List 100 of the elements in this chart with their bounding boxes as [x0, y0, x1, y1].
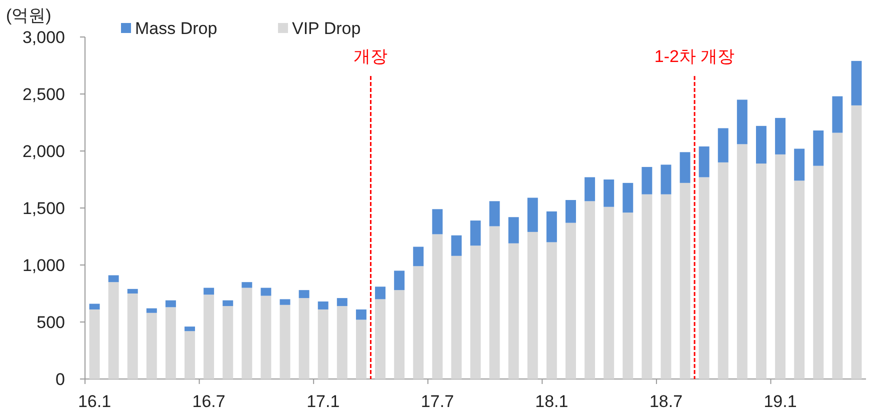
bar [413, 246, 424, 266]
bar [489, 226, 500, 379]
x-tick-label: 18.1 [535, 392, 568, 411]
bar [832, 132, 843, 379]
bar [604, 180, 614, 207]
bar [375, 299, 386, 379]
y-tick-label: 3,000 [22, 28, 65, 47]
bar [546, 211, 557, 242]
bar [851, 105, 862, 379]
bar [698, 177, 710, 379]
bar [584, 201, 596, 379]
bar [146, 308, 157, 313]
bar [413, 266, 424, 379]
bar [660, 194, 672, 379]
bar [642, 194, 652, 379]
bar [108, 275, 119, 282]
bar [813, 166, 824, 379]
y-axis-title: (억원) [6, 6, 52, 25]
y-tick-label: 0 [56, 370, 65, 389]
bar [242, 282, 252, 288]
bar [108, 282, 119, 379]
bar [718, 128, 728, 162]
bar [470, 246, 481, 379]
bar [165, 307, 176, 379]
bar [794, 148, 805, 181]
bar [851, 60, 862, 106]
bar [736, 100, 748, 144]
bar [318, 301, 328, 310]
bar [736, 144, 748, 379]
x-tick-label: 18.7 [649, 392, 683, 411]
bar [336, 298, 348, 306]
bar [680, 152, 690, 183]
y-tick-label: 2,000 [22, 142, 65, 161]
bar [204, 294, 214, 379]
bar [698, 146, 710, 178]
bar [566, 200, 576, 223]
x-tick-label: 16.7 [192, 392, 226, 411]
y-tick-label: 1,000 [22, 256, 65, 275]
bar [622, 212, 634, 379]
y-tick-label: 500 [36, 313, 65, 332]
bar [204, 288, 214, 295]
bar [451, 256, 462, 379]
y-tick-label: 2,500 [22, 85, 65, 104]
x-tick-label: 16.1 [78, 392, 112, 411]
bar [280, 299, 290, 305]
bar [432, 209, 443, 234]
bar [184, 326, 196, 332]
bar [184, 331, 196, 379]
bar [165, 300, 176, 308]
bar [127, 294, 138, 379]
bar [222, 306, 234, 379]
bar [222, 300, 234, 306]
bar [298, 290, 310, 298]
x-tick-label: 19.1 [764, 392, 797, 411]
bar [756, 126, 766, 164]
bar [566, 222, 576, 379]
annotation: 개장 [354, 47, 388, 66]
bar [127, 288, 138, 294]
legend-label: VIP Drop [292, 19, 361, 38]
bar [280, 304, 290, 379]
bar [356, 309, 366, 320]
bar [260, 288, 272, 296]
bar [336, 306, 348, 379]
x-tick-label: 17.7 [420, 392, 454, 411]
bar [432, 234, 443, 379]
bar [527, 198, 538, 232]
bar [89, 309, 100, 379]
bar [756, 164, 766, 379]
bar [470, 220, 481, 246]
y-tick-label: 1,500 [22, 199, 65, 218]
bar [546, 242, 557, 379]
bar [813, 130, 824, 166]
bar [318, 309, 328, 379]
bar [394, 290, 405, 379]
bar [375, 286, 386, 300]
bar [508, 217, 519, 244]
bar [394, 270, 405, 290]
bar [508, 243, 519, 379]
bar [775, 118, 786, 154]
bar [680, 182, 690, 379]
legend-label: Mass Drop [135, 19, 218, 38]
bar [489, 201, 500, 226]
bar [604, 206, 614, 379]
bar [298, 298, 310, 379]
annotation: 1-2차 개장 [654, 47, 735, 66]
bar [451, 235, 462, 256]
bar [718, 162, 728, 379]
bar [660, 164, 672, 194]
bar [527, 232, 538, 379]
bar [622, 182, 634, 213]
bar [242, 288, 252, 379]
bar [775, 154, 786, 379]
bar [832, 96, 843, 133]
bar [794, 180, 805, 379]
bar [356, 320, 366, 379]
bar [146, 312, 157, 379]
bar [642, 166, 652, 194]
bar [260, 296, 272, 379]
bar [89, 304, 100, 310]
x-tick-label: 17.1 [306, 392, 340, 411]
